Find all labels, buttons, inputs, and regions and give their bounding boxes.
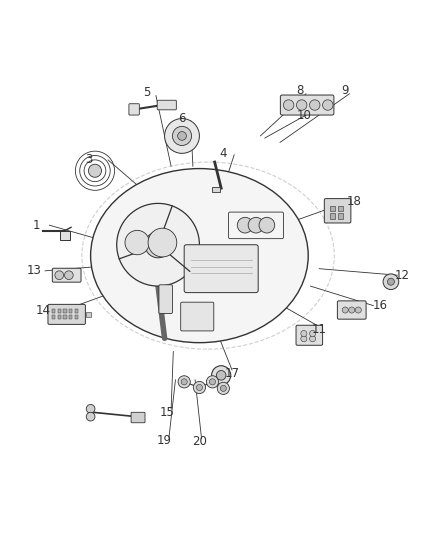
Text: 14: 14: [35, 303, 50, 317]
Bar: [74, 309, 78, 313]
Bar: [52, 309, 55, 313]
Circle shape: [86, 413, 95, 421]
FancyBboxPatch shape: [184, 245, 258, 293]
FancyBboxPatch shape: [337, 301, 366, 319]
Circle shape: [165, 118, 199, 154]
Circle shape: [88, 164, 102, 177]
Circle shape: [117, 204, 199, 286]
Circle shape: [173, 126, 191, 146]
Circle shape: [64, 271, 73, 279]
Circle shape: [237, 217, 253, 233]
Bar: [330, 213, 335, 219]
Bar: [86, 312, 92, 317]
Bar: [52, 315, 55, 319]
Bar: [212, 187, 220, 192]
Circle shape: [206, 376, 219, 388]
FancyBboxPatch shape: [131, 413, 145, 423]
Circle shape: [212, 366, 231, 385]
Circle shape: [342, 307, 348, 313]
Bar: [338, 213, 343, 219]
Ellipse shape: [91, 168, 308, 343]
Bar: [63, 315, 67, 319]
Circle shape: [145, 232, 171, 258]
Circle shape: [181, 379, 187, 385]
Circle shape: [148, 228, 177, 257]
Bar: [57, 309, 61, 313]
Bar: [69, 309, 72, 313]
Circle shape: [55, 271, 64, 279]
Text: 6: 6: [178, 112, 186, 125]
Text: 20: 20: [192, 435, 207, 448]
Text: 3: 3: [85, 154, 92, 166]
Circle shape: [178, 132, 186, 140]
Circle shape: [196, 384, 202, 391]
Circle shape: [178, 376, 190, 388]
Text: 8: 8: [296, 84, 303, 96]
Bar: [338, 206, 343, 211]
Bar: [69, 315, 72, 319]
FancyBboxPatch shape: [129, 104, 139, 115]
Circle shape: [216, 370, 226, 380]
Text: 16: 16: [373, 299, 388, 312]
Circle shape: [310, 336, 316, 342]
FancyBboxPatch shape: [324, 199, 351, 223]
Bar: [74, 315, 78, 319]
FancyBboxPatch shape: [181, 302, 214, 331]
Circle shape: [259, 217, 275, 233]
Bar: [60, 231, 70, 240]
Circle shape: [301, 330, 307, 336]
Text: 11: 11: [311, 323, 327, 336]
Bar: [330, 206, 335, 211]
Circle shape: [86, 405, 95, 413]
FancyBboxPatch shape: [296, 325, 322, 345]
Text: 4: 4: [219, 147, 227, 160]
Text: 9: 9: [342, 84, 349, 96]
Circle shape: [349, 307, 355, 313]
Circle shape: [125, 230, 149, 255]
Bar: [63, 309, 67, 313]
Text: 17: 17: [225, 367, 240, 379]
Text: 15: 15: [159, 406, 174, 419]
FancyBboxPatch shape: [157, 100, 177, 110]
Circle shape: [301, 336, 307, 342]
Text: 13: 13: [27, 264, 42, 277]
FancyBboxPatch shape: [52, 268, 81, 282]
Text: 12: 12: [394, 269, 409, 282]
Circle shape: [310, 100, 320, 110]
Circle shape: [283, 100, 294, 110]
Circle shape: [220, 385, 226, 391]
Circle shape: [322, 100, 333, 110]
Circle shape: [383, 274, 399, 289]
Text: 18: 18: [346, 195, 361, 208]
Text: 10: 10: [297, 109, 311, 122]
Circle shape: [209, 379, 215, 385]
FancyBboxPatch shape: [48, 304, 85, 325]
Bar: [57, 315, 61, 319]
Circle shape: [355, 307, 361, 313]
Circle shape: [310, 330, 316, 336]
Circle shape: [193, 382, 205, 393]
FancyBboxPatch shape: [280, 95, 334, 115]
Circle shape: [248, 217, 264, 233]
Circle shape: [297, 100, 307, 110]
Text: 5: 5: [144, 86, 151, 99]
Text: 19: 19: [157, 434, 172, 447]
Circle shape: [388, 278, 394, 285]
FancyBboxPatch shape: [159, 285, 173, 313]
Text: 1: 1: [32, 219, 40, 232]
Circle shape: [217, 382, 230, 394]
